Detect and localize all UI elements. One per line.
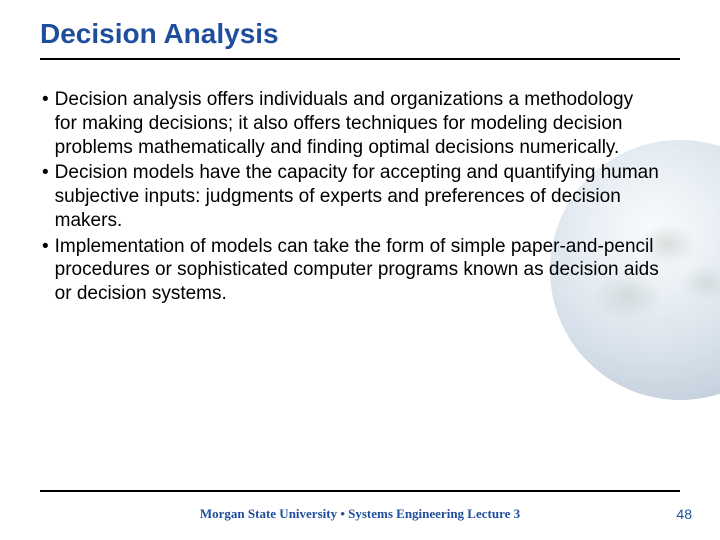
bullet-item: • Decision analysis offers individuals a… <box>42 88 660 159</box>
bullet-marker: • <box>42 161 49 232</box>
bullet-item: • Implementation of models can take the … <box>42 235 660 306</box>
bullet-text: Decision analysis offers individuals and… <box>55 88 660 159</box>
slide-container: Decision Analysis • Decision analysis of… <box>0 0 720 540</box>
page-number: 48 <box>676 506 692 522</box>
bullet-list: • Decision analysis offers individuals a… <box>40 88 660 306</box>
bullet-text: Decision models have the capacity for ac… <box>55 161 660 232</box>
bullet-text: Implementation of models can take the fo… <box>55 235 660 306</box>
footer-text: Morgan State University • Systems Engine… <box>0 506 720 522</box>
bullet-marker: • <box>42 88 49 159</box>
title-divider <box>40 58 680 60</box>
footer-divider <box>40 490 680 492</box>
bullet-marker: • <box>42 235 49 306</box>
slide-title: Decision Analysis <box>40 18 680 50</box>
bullet-item: • Decision models have the capacity for … <box>42 161 660 232</box>
